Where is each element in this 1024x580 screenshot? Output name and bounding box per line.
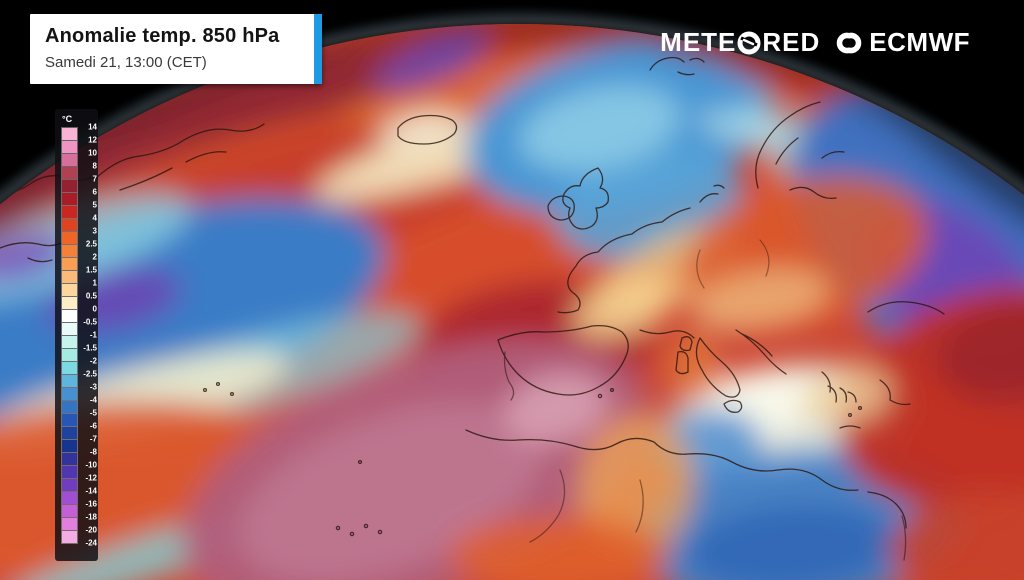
colorbar-cell [62, 232, 77, 244]
colorbar-tick-label: -24 [85, 538, 97, 548]
colorbar-tick-label: -2 [89, 356, 97, 366]
colorbar-cell [62, 362, 77, 374]
colorbar-cell [62, 271, 77, 283]
map-title: Anomalie temp. 850 hPa [45, 25, 280, 47]
colorbar-cell [62, 479, 77, 491]
colorbar-tick-label: -18 [85, 512, 97, 522]
colorbar-tick-label: 12 [88, 135, 97, 145]
colorbar-tick-label: -4 [89, 395, 97, 405]
colorbar-ticks: 14 12 10 8 7 6 5 4 3 2.5 2 1.5 1 0.5 0 -0.5 -1 -1.5 -2 -2.5… [80, 122, 97, 547]
colorbar-cell [62, 297, 77, 309]
meteored-logo: METE RED [660, 27, 820, 58]
colorbar-tick-label: 1 [92, 278, 97, 288]
colorbar-tick-label: 10 [88, 148, 97, 158]
colorbar-tick-label: -5 [89, 408, 97, 418]
colorbar-tick-label: -8 [89, 447, 97, 457]
colorbar-tick-label: -6 [89, 421, 97, 431]
colorbar-tick-label: 3 [92, 226, 97, 236]
colorbar-tick-label: 5 [92, 200, 97, 210]
colorbar-tick-label: 0 [92, 304, 97, 314]
colorbar-tick-label: -1.5 [83, 343, 97, 353]
title-card: Anomalie temp. 850 hPa Samedi 21, 13:00 … [30, 14, 322, 84]
atmosphere-glow [0, 11, 1024, 204]
brand-bar: METE RED ECMWF [660, 27, 970, 58]
colorbar-tick-label: 6 [92, 187, 97, 197]
colorbar-cell [62, 258, 77, 270]
colorbar-cell [62, 401, 77, 413]
colorbar-cell [62, 167, 77, 179]
colorbar-tick-label: 4 [92, 213, 97, 223]
meteored-o-icon [737, 31, 761, 55]
map-datetime: Samedi 21, 13:00 (CET) [45, 54, 207, 71]
colorbar-cell [62, 206, 77, 218]
colorbar-tick-label: -16 [85, 499, 97, 509]
meteored-text-prefix: METE [660, 27, 737, 57]
colorbar-cell [62, 427, 77, 439]
colorbar-cell [62, 154, 77, 166]
colorbar-cell [62, 466, 77, 478]
colorbar-tick-label: -1 [89, 330, 97, 340]
temperature-scale-legend: °C 14 12 10 8 7 6 5 4 3 2.5 2 1.5 1 0.5 0 -0.5 -1 -1.5 -2 -… [55, 109, 98, 561]
colorbar-cell [62, 141, 77, 153]
ecmwf-logo: ECMWF [832, 27, 970, 58]
colorbar-tick-label: -2.5 [83, 369, 97, 379]
colorbar-tick-label: -3 [89, 382, 97, 392]
colorbar-cell [62, 284, 77, 296]
colorbar-cell [62, 375, 77, 387]
colorbar-tick-label: 7 [92, 174, 97, 184]
colorbar-tick-label: -0.5 [83, 317, 97, 327]
colorbar-cell [62, 505, 77, 517]
colorbar-cell [62, 336, 77, 348]
colorbar-cell [62, 453, 77, 465]
colorbar-cell [62, 388, 77, 400]
colorbar [61, 127, 78, 544]
scale-unit-label: °C [62, 114, 73, 124]
colorbar-cell [62, 414, 77, 426]
colorbar-cell [62, 219, 77, 231]
colorbar-tick-label: -14 [85, 486, 97, 496]
colorbar-cell [62, 310, 77, 322]
colorbar-tick-label: -12 [85, 473, 97, 483]
colorbar-tick-label: -10 [85, 460, 97, 470]
colorbar-cell [62, 323, 77, 335]
colorbar-cell [62, 180, 77, 192]
colorbar-cell [62, 245, 77, 257]
colorbar-tick-label: 8 [92, 161, 97, 171]
colorbar-cell [62, 128, 77, 140]
colorbar-cell [62, 531, 77, 543]
colorbar-tick-label: 2 [92, 252, 97, 262]
colorbar-tick-label: -7 [89, 434, 97, 444]
colorbar-cell [62, 349, 77, 361]
colorbar-tick-label: 0.5 [85, 291, 97, 301]
colorbar-tick-label: 1.5 [85, 265, 97, 275]
colorbar-cell [62, 440, 77, 452]
title-accent-bar [314, 14, 322, 84]
meteored-text-suffix: RED [762, 27, 821, 57]
colorbar-tick-label: -20 [85, 525, 97, 535]
ecmwf-text: ECMWF [869, 27, 970, 57]
colorbar-cell [62, 518, 77, 530]
colorbar-tick-label: 14 [88, 122, 97, 132]
colorbar-tick-label: 2.5 [85, 239, 97, 249]
colorbar-cell [62, 492, 77, 504]
ecmwf-icon [832, 31, 866, 55]
colorbar-cell [62, 193, 77, 205]
